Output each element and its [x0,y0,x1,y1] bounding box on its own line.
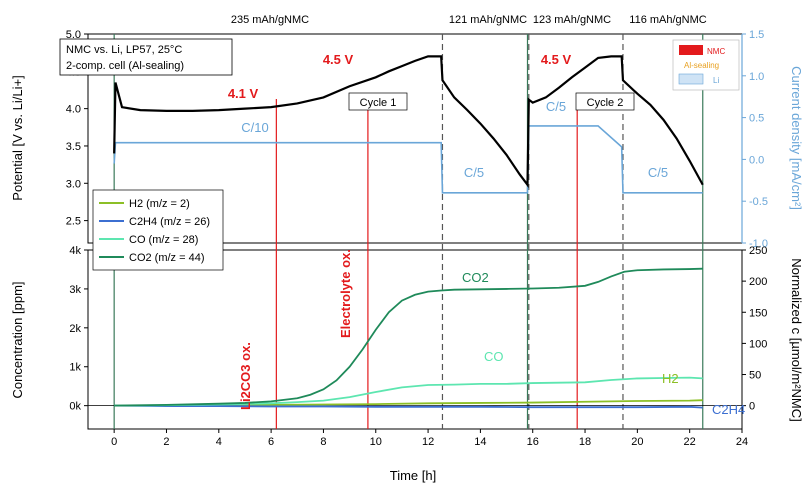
bottom-y-right-tick-label: 150 [749,307,767,319]
legend-swatch-nmc [679,45,703,55]
bottom-y-right-tick-label: 250 [749,245,767,257]
label-co2: CO2 [462,270,489,285]
gas-legend-label: H2 (m/z = 2) [129,198,190,210]
info-line-1: NMC vs. Li, LP57, 25°C [66,44,182,56]
top-y-right-tick-label: -1.0 [749,238,768,250]
top-y-tick-label: 4.0 [66,104,81,116]
top-y-right-tick-label: 1.0 [749,71,764,83]
capacity-2: 121 mAh/gNMC [449,14,527,26]
bottom-y-right-axis-label: Normalized c [µmol/m²NMC] [789,258,802,422]
label-c5-a: C/5 [464,165,484,180]
label-electrolyte-ox: Electrolyte ox. [338,249,353,338]
cycle-2-box [575,92,635,111]
bottom-series [114,267,703,409]
gas-legend-label: CO2 (m/z = 44) [129,252,205,264]
capacity-4: 116 mAh/gNMC [629,14,706,26]
top-series [113,55,704,194]
co2-line [114,267,703,407]
bottom-y-tick-label: 0k [69,401,81,413]
label-co: CO [484,349,504,364]
cycle-2-label: Cycle 2 [587,97,624,109]
bottom-panel-frame [87,249,743,430]
bottom-y-tick-label: 3k [69,284,81,296]
bottom-y-right-tick-label: 200 [749,276,767,288]
x-tick-label: 24 [736,436,748,448]
label-li2co3-ox: Li2CO3 ox. [238,342,253,410]
top-y-right-tick-label: 0.5 [749,113,764,125]
top-y-right-axis-label: Current density [mA/cm²] [789,66,802,210]
bottom-y-right-tick-label: 0 [749,401,755,413]
label-c10: C/10 [241,120,268,135]
x-tick-label: 16 [527,436,539,448]
label-h2: H2 [662,371,679,386]
legend-label-al-sealing: Al-sealing [684,61,719,70]
gas-legend-items: H2 (m/z = 2) C2H4 (m/z = 26) CO (m/z = 28)… [99,198,210,264]
top-y-tick-label: 3.0 [66,178,81,190]
x-tick-label: 8 [320,436,326,448]
top-y-right-tick-label: -0.5 [749,196,768,208]
c2h4-line [114,404,703,409]
x-tick-label: 6 [268,436,274,448]
legend-label-li: Li [713,76,719,85]
top-y-tick-label: 3.5 [66,141,81,153]
x-tick-label: 14 [474,436,486,448]
cycle-1-label: Cycle 1 [360,97,397,109]
capacity-1: 235 mAh/gNMC [231,14,309,26]
x-tick-label: 18 [579,436,591,448]
gas-legend-label: CO (m/z = 28) [129,234,198,246]
top-y-right-tick-label: 0.0 [749,154,764,166]
label-c5-b: C/5 [546,99,566,114]
top-y-tick-label: 5.0 [66,29,81,41]
bottom-y-tick-label: 4k [69,245,81,257]
x-tick-label: 10 [370,436,382,448]
bottom-y-axis-label: Concentration [ppm] [10,281,25,398]
info-box [59,38,233,76]
bottom-y-right-tick-label: 50 [749,370,761,382]
co-line [114,376,703,407]
label-4-5v-b: 4.5 V [541,52,572,67]
x-tick-label: 12 [422,436,434,448]
top-y-tick-label: 2.5 [66,216,81,228]
x-tick-label: 22 [684,436,696,448]
capacity-3: 123 mAh/gNMC [533,14,611,26]
label-c5-c: C/5 [648,165,668,180]
bottom-y-tick-label: 2k [69,323,81,335]
cycle-1-box [348,92,408,111]
label-4-1v: 4.1 V [228,86,259,101]
x-tick-label: 0 [111,436,117,448]
top-y-right-tick-label: 1.5 [749,29,764,41]
info-line-2: 2-comp. cell (Al-sealing) [66,60,184,72]
x-tick-label: 20 [631,436,643,448]
label-4-5v-a: 4.5 V [323,52,354,67]
current-density-line [113,125,703,194]
x-axis-label: Time [h] [390,468,436,483]
label-c2h4: C2H4 [712,402,745,417]
gas-legend-label: C2H4 (m/z = 26) [129,216,210,228]
potential-line [113,55,704,189]
bottom-y-tick-label: 1k [69,362,81,374]
x-tick-label: 4 [216,436,222,448]
x-tick-label: 2 [163,436,169,448]
bottom-y-right-tick-label: 100 [749,338,767,350]
top-y-axis-label: Potential [V vs. Li/Li+] [10,75,25,200]
legend-swatch-li [678,73,704,85]
legend-label-nmc: NMC [707,47,725,56]
